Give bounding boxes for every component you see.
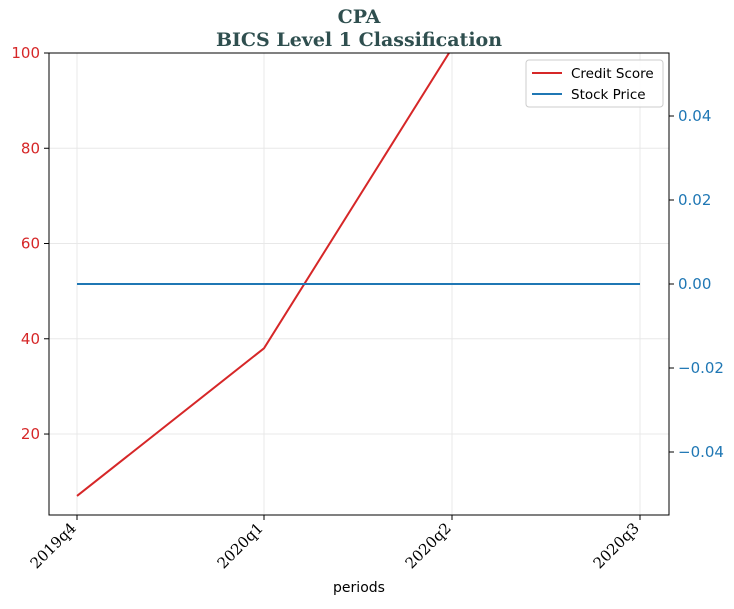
x-tick-label: 2019q4 — [27, 519, 80, 572]
y-right-tick-label: 0.04 — [678, 107, 711, 125]
chart-subtitle: BICS Level 1 Classification — [216, 29, 502, 51]
y-left-tick-label: 40 — [21, 330, 40, 348]
legend-box — [525, 59, 664, 108]
legend-label-stock-price: Stock Price — [571, 87, 646, 103]
y-axis-left: 20 40 60 80 100 — [11, 44, 49, 443]
x-axis-label: periods — [333, 580, 385, 596]
y-right-tick-label: −0.02 — [678, 359, 724, 377]
legend-label-credit-score: Credit Score — [571, 66, 654, 82]
x-tick-label: 2020q3 — [590, 519, 643, 572]
y-left-tick-label: 80 — [21, 139, 40, 157]
legend: Credit Score Stock Price — [525, 59, 664, 108]
y-left-tick-label: 100 — [11, 44, 40, 62]
y-right-tick-label: 0.00 — [678, 275, 711, 293]
chart-title: CPA — [338, 6, 381, 28]
y-axis-right: −0.04 −0.02 0.00 0.02 0.04 — [669, 107, 724, 461]
x-axis: 2019q4 2020q1 2020q2 2020q3 — [27, 515, 643, 572]
series-layer — [76, 53, 640, 497]
y-left-tick-label: 20 — [21, 425, 40, 443]
y-left-tick-label: 60 — [21, 235, 40, 253]
x-tick-label: 2020q1 — [214, 519, 267, 572]
y-right-tick-label: −0.04 — [678, 443, 724, 461]
x-tick-label: 2020q2 — [402, 519, 455, 572]
y-right-tick-label: 0.02 — [678, 191, 711, 209]
series-line-credit-score — [76, 53, 451, 497]
